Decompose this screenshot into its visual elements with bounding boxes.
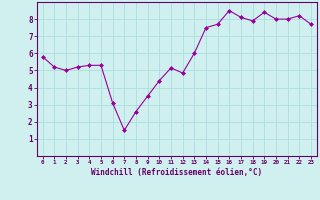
X-axis label: Windchill (Refroidissement éolien,°C): Windchill (Refroidissement éolien,°C) xyxy=(91,168,262,177)
